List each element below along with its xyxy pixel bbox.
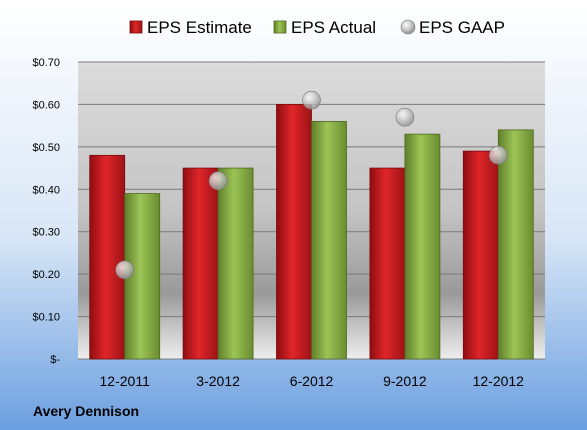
y-tick-label: $0.10: [32, 312, 60, 324]
marker-eps-gaap: [302, 90, 321, 110]
x-tick-label: 12-2011: [100, 373, 151, 389]
x-tick-label: 3-2012: [196, 373, 240, 389]
legend-swatch-estimate: [129, 20, 143, 34]
bar-eps-estimate: [89, 154, 126, 360]
bar-eps-actual: [404, 133, 441, 360]
gaap-markers: [115, 90, 508, 280]
bar-eps-estimate: [182, 167, 219, 360]
marker-eps-gaap: [395, 107, 415, 127]
bars: [89, 104, 534, 360]
y-axis-ticks: $- $0.10 $0.20 $0.30 $0.40 $0.50 $0.60 $0.70: [32, 57, 60, 366]
x-tick-label: 12-2012: [473, 373, 525, 389]
legend: EPS Estimate EPS Actual EPS GAAP: [129, 18, 505, 37]
bar-eps-actual: [217, 167, 254, 360]
y-tick-label: $0.30: [32, 227, 60, 239]
bar-eps-estimate: [369, 167, 406, 360]
legend-swatch-gaap: [400, 19, 416, 35]
y-tick-label: $0.60: [32, 99, 60, 111]
bar-eps-actual: [497, 129, 534, 360]
marker-eps-gaap: [115, 260, 134, 280]
bar-eps-estimate: [276, 104, 312, 360]
legend-swatch-actual: [273, 20, 287, 34]
legend-label: EPS GAAP: [419, 18, 505, 37]
marker-eps-gaap: [488, 146, 508, 165]
y-tick-label: $0.20: [32, 269, 60, 281]
x-tick-label: 6-2012: [290, 373, 334, 389]
marker-eps-gaap: [208, 171, 228, 191]
y-tick-label: $0.70: [32, 57, 60, 69]
company-name: Avery Dennison: [33, 403, 139, 419]
x-axis-ticks: 12-2011 3-2012 6-2012 9-2012 12-2012: [100, 373, 525, 389]
y-tick-label: $0.50: [32, 142, 60, 154]
bar-eps-actual: [311, 121, 347, 360]
bar-eps-estimate: [462, 150, 499, 360]
y-tick-label: $0.40: [32, 184, 60, 196]
x-tick-label: 9-2012: [383, 373, 427, 389]
legend-label: EPS Estimate: [147, 18, 252, 37]
legend-label: EPS Actual: [291, 18, 376, 37]
y-tick-label: $-: [50, 354, 60, 366]
